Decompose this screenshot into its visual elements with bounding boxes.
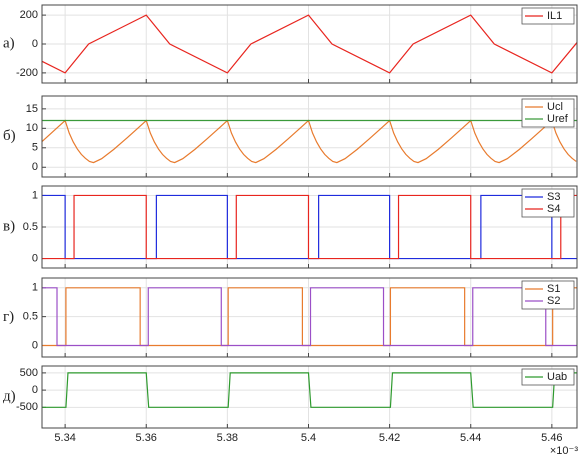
y-tick-label: 500 [20,367,38,379]
panel-label: б) [3,128,16,144]
plot-frame [41,4,578,84]
plot-area [42,278,577,357]
plot-frame [41,277,578,358]
plot-frame [41,95,578,178]
plot-area [42,96,577,177]
y-tick-label: 10 [26,122,38,134]
panel-label: в) [3,218,15,234]
y-tick-label: 0 [32,339,38,351]
series-line [42,372,577,408]
series-line [42,287,577,347]
legend-box [521,188,575,218]
x-tick-label: 5.34 [54,432,75,444]
series-line [42,194,577,260]
y-tick-label: 1 [32,282,38,294]
series-line [41,14,578,74]
x-tick-label: 5.46 [541,432,562,444]
legend-box [521,280,575,310]
plot-area [42,366,577,428]
legend-box [521,7,575,25]
plot-frame [41,185,578,269]
legend-label: IL1 [547,10,562,22]
legend-label: S1 [547,283,560,295]
y-tick-label: 200 [20,9,38,21]
legend-box [521,368,575,386]
y-tick-label: -200 [16,67,38,79]
y-tick-label: -500 [16,401,38,413]
series-line [42,194,577,260]
legend-label: Uab [547,371,567,383]
x-tick-label: 5.44 [460,432,481,444]
legend-label: S2 [547,295,560,307]
panel-label: г) [3,309,14,325]
y-tick-label: 0.5 [23,221,38,233]
y-tick-label: 0 [32,384,38,396]
y-tick-label: 0 [32,38,38,50]
x-tick-label: 5.38 [217,432,238,444]
y-tick-label: 0.5 [23,311,38,323]
series-line [42,287,577,347]
plot-frame [41,365,578,429]
panel-label: д) [3,388,16,404]
y-tick-label: 5 [32,142,38,154]
y-tick-label: 0 [32,161,38,173]
x-exponent-label: ×10⁻³ [550,445,578,457]
legend-label: S3 [547,191,560,203]
panel-label: а) [3,35,15,51]
x-tick-label: 5.42 [379,432,400,444]
y-tick-label: 15 [26,103,38,115]
y-tick-label: 1 [32,189,38,201]
x-tick-label: 5.4 [301,432,316,444]
legend-box [521,98,575,128]
legend-label: Ucl [547,101,563,113]
x-tick-label: 5.36 [136,432,157,444]
y-tick-label: 0 [32,252,38,264]
legend-label: S4 [547,203,560,215]
legend-label: Uref [547,113,569,125]
series-line [41,119,577,164]
